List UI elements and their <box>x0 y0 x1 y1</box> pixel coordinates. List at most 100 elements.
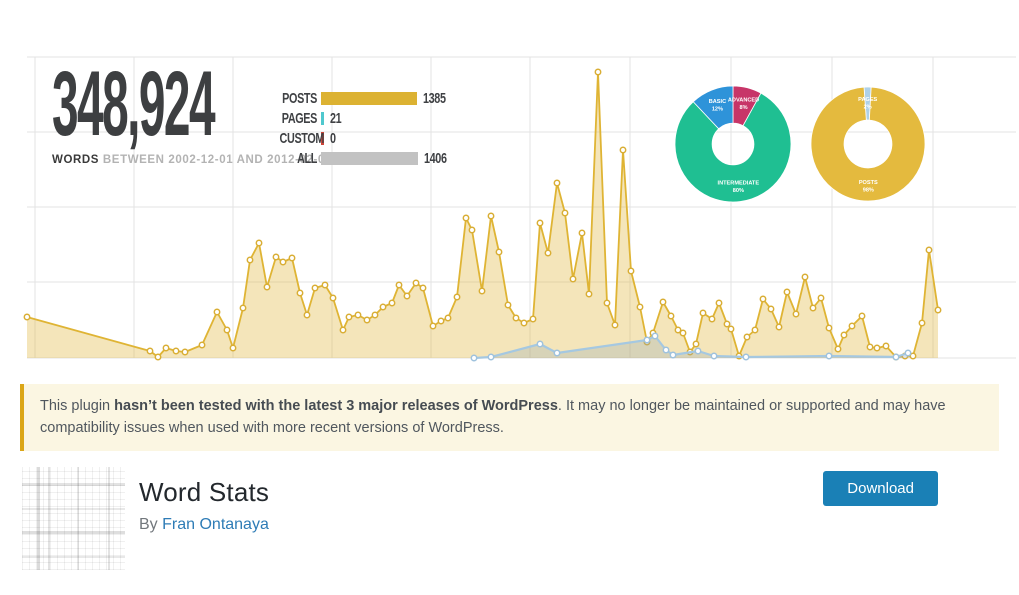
series-marker <box>775 323 783 331</box>
series-marker <box>162 344 170 352</box>
bar-label: POSTS <box>282 89 317 107</box>
bar-fill <box>321 151 418 165</box>
series-marker <box>561 209 569 217</box>
series-marker <box>667 312 675 320</box>
series-marker <box>840 331 848 339</box>
series-marker <box>536 340 544 348</box>
series-marker <box>529 315 537 323</box>
series-marker <box>783 288 791 296</box>
series-marker <box>371 311 379 319</box>
series-marker <box>904 349 912 357</box>
series-marker <box>751 326 759 334</box>
series-marker <box>154 353 162 361</box>
compatibility-notice-text: This plugin hasn’t been tested with the … <box>40 395 979 440</box>
series-marker <box>172 347 180 355</box>
series-marker <box>553 349 561 357</box>
series-marker <box>403 292 411 300</box>
series-marker <box>723 320 731 328</box>
page-title: Word Stats <box>139 476 270 507</box>
series-marker <box>873 344 881 352</box>
donut-slice-label: PAGES <box>858 97 877 103</box>
plugin-banner: 348,924 WORDS BETWEEN 2002-12-01 AND 201… <box>23 53 1016 362</box>
series-marker <box>279 258 287 266</box>
donut-slice-percent: 12% <box>712 107 723 113</box>
series-marker <box>462 214 470 222</box>
series-marker <box>866 343 874 351</box>
series-marker <box>487 353 495 361</box>
series-marker <box>198 341 206 349</box>
series-marker <box>585 290 593 298</box>
series-marker <box>825 352 833 360</box>
byline: By Fran Ontanaya <box>139 516 269 534</box>
series-marker <box>345 313 353 321</box>
series-marker <box>239 304 247 312</box>
bar-value: 1385 <box>422 89 446 107</box>
series-marker <box>544 249 552 257</box>
author-link[interactable]: Fran Ontanaya <box>162 515 269 533</box>
series-marker <box>679 329 687 337</box>
series-marker <box>512 314 520 322</box>
series-marker <box>817 294 825 302</box>
plugin-meta: Word Stats By Fran Ontanaya <box>139 467 269 570</box>
bar-value: 0 <box>329 129 336 147</box>
series-marker <box>23 313 31 321</box>
series-area-pages-words <box>474 336 908 358</box>
series-marker <box>669 351 677 359</box>
download-button[interactable]: Download <box>823 471 938 506</box>
bar-label: CUSTOM <box>279 129 325 147</box>
notice-suffix: . It may no longer be maintained or supp… <box>40 398 946 437</box>
donut-slice-label: BASIC <box>709 99 726 105</box>
series-marker <box>181 348 189 356</box>
caption-words-label: WORDS <box>52 154 100 166</box>
series-marker <box>468 226 476 234</box>
series-marker <box>429 322 437 330</box>
series-marker <box>809 304 817 312</box>
series-marker <box>825 324 833 332</box>
bar-row-all: ALL 1406 <box>265 148 455 168</box>
series-marker <box>246 256 254 264</box>
bar-fill <box>321 91 417 105</box>
series-marker <box>553 179 561 187</box>
bar-value: 1406 <box>424 149 447 167</box>
bar-row-custom: CUSTOM 0 <box>265 128 455 148</box>
notice-bold: hasn’t been tested with the latest 3 maj… <box>114 398 558 414</box>
series-marker <box>419 284 427 292</box>
series-marker <box>303 311 311 319</box>
bar-value: 21 <box>329 109 342 127</box>
series-marker <box>339 326 347 334</box>
series-marker <box>495 248 503 256</box>
series-marker <box>594 68 602 76</box>
series-marker <box>263 283 271 291</box>
bar-row-posts: POSTS 1385 <box>265 88 455 108</box>
compatibility-notice: This plugin hasn’t been tested with the … <box>20 384 999 451</box>
series-marker <box>603 299 611 307</box>
series-marker <box>223 326 231 334</box>
notice-prefix: This plugin <box>40 398 115 414</box>
series-marker <box>918 319 926 327</box>
plugin-icon <box>22 466 125 570</box>
series-marker <box>692 340 700 348</box>
series-marker <box>272 253 280 261</box>
series-marker <box>643 336 651 344</box>
total-words-value: 348,924 <box>52 53 216 155</box>
series-marker <box>478 287 486 295</box>
content-count-bars: POSTS 1385 PAGES 21 CUSTOM 0 ALL 1406 <box>265 88 455 168</box>
series-marker <box>659 298 667 306</box>
donut-slice-label: INTERMEDIATE <box>718 181 760 187</box>
series-marker <box>892 353 900 361</box>
series-marker <box>882 342 890 350</box>
series-marker <box>636 303 644 311</box>
donut-slice-percent: 8% <box>739 105 747 111</box>
series-marker <box>743 333 751 341</box>
donut-slice-label: ADVANCED <box>728 97 759 103</box>
series-marker <box>801 273 809 281</box>
series-marker <box>536 219 544 227</box>
series-marker <box>662 346 670 354</box>
series-marker <box>792 310 800 318</box>
words-timeline-chart <box>23 56 1016 362</box>
donut-slice-label: POSTS <box>859 180 878 186</box>
caption-date-range: BETWEEN 2002-12-01 AND 2012-02-08 <box>102 154 332 166</box>
series-marker <box>296 289 304 297</box>
series-marker <box>255 239 263 247</box>
